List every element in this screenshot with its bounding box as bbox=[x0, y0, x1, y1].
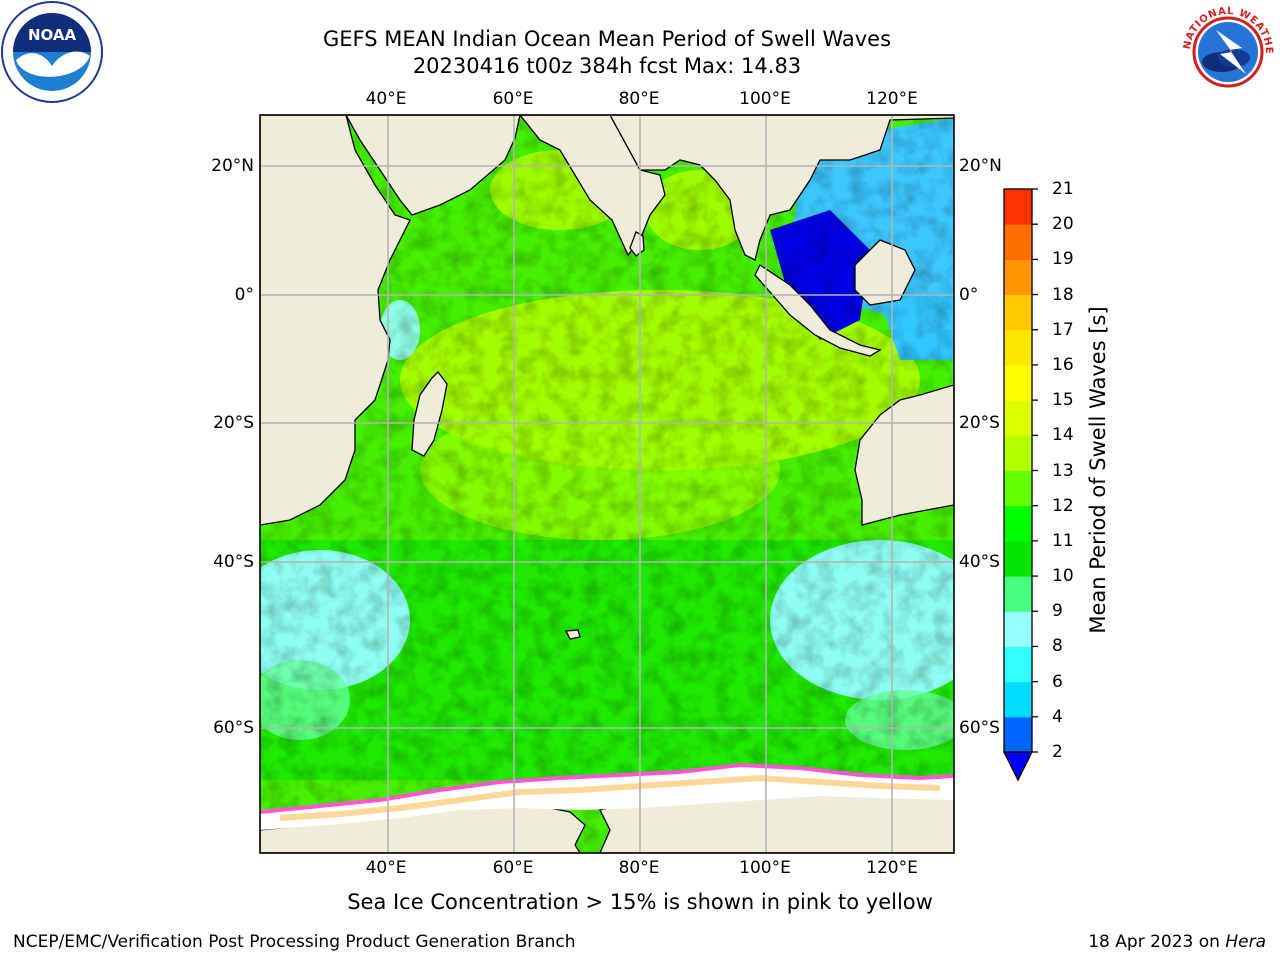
bottom-lon-label: 100°E bbox=[739, 858, 791, 878]
colorbar-tick-label: 12 bbox=[1052, 495, 1074, 516]
australia bbox=[854, 384, 954, 526]
colorbar-band bbox=[1004, 259, 1032, 296]
colorbar-band bbox=[1004, 576, 1032, 612]
right-lat-label: 40°S bbox=[959, 552, 1000, 572]
madagascar bbox=[411, 371, 448, 457]
colorbar-band bbox=[1004, 646, 1032, 683]
top-lon-label: 40°E bbox=[365, 89, 407, 109]
footer-host: Hera bbox=[1225, 932, 1266, 952]
colorbar-band bbox=[1004, 611, 1032, 647]
right-lat-label: 20°N bbox=[959, 156, 1002, 176]
colorbar-band bbox=[1004, 681, 1032, 718]
colorbar-tick-label: 14 bbox=[1052, 425, 1074, 446]
map-frame bbox=[259, 114, 955, 854]
chart-title: GEFS MEAN Indian Ocean Mean Period of Sw… bbox=[322, 27, 892, 51]
colorbar-band bbox=[1004, 294, 1032, 331]
colorbar-band bbox=[1004, 435, 1032, 471]
bottom-lon-label: 120°E bbox=[866, 858, 918, 878]
colorbar-band bbox=[1004, 224, 1032, 260]
noaa-logo-text: NOAA bbox=[28, 26, 77, 44]
colorbar-tick-label: 8 bbox=[1052, 636, 1063, 657]
borneo bbox=[854, 239, 916, 306]
sumatra-java bbox=[754, 264, 882, 357]
footer-date-text: 18 Apr 2023 on bbox=[1088, 932, 1226, 952]
colorbar-tick-label: 18 bbox=[1052, 284, 1074, 305]
ice-yellow-band bbox=[279, 774, 941, 821]
left-lat-label: 40°S bbox=[213, 552, 254, 572]
right-lat-label: 60°S bbox=[959, 718, 1000, 738]
colorbar-tick-label: 9 bbox=[1052, 601, 1063, 622]
bottom-lon-label: 80°E bbox=[618, 858, 660, 878]
colorbar-band bbox=[1004, 540, 1032, 577]
colorbar-tick-label: 20 bbox=[1052, 214, 1074, 235]
colorbar-tick-label: 16 bbox=[1052, 354, 1074, 375]
colorbar-bands bbox=[1004, 189, 1032, 753]
colorbar-tick-label: 10 bbox=[1052, 566, 1074, 587]
right-lat-label: 0° bbox=[959, 285, 979, 305]
ice-edge bbox=[260, 762, 954, 814]
colorbar-tick-label: 13 bbox=[1052, 460, 1074, 481]
top-lon-label: 100°E bbox=[739, 89, 791, 109]
left-lat-label: 20°N bbox=[211, 156, 254, 176]
colorbar-tick-label: 17 bbox=[1052, 319, 1074, 340]
colorbar-tick-label: 15 bbox=[1052, 390, 1074, 411]
colorbar-underflow-triangle bbox=[1002, 751, 1034, 782]
colorbar-band bbox=[1004, 470, 1032, 507]
map-field bbox=[260, 115, 954, 853]
top-lon-label: 120°E bbox=[866, 89, 918, 109]
colorbar-tick-label: 11 bbox=[1052, 530, 1074, 551]
sea-ice-note: Sea Ice Concentration > 15% is shown in … bbox=[347, 890, 933, 914]
colorbar-band bbox=[1004, 189, 1032, 225]
arabian-peninsula bbox=[260, 115, 521, 216]
noaa-logo: NOAA bbox=[1, 1, 103, 103]
nws-logo: NATIONAL WEATHER SERVICE bbox=[1176, 0, 1278, 102]
colorbar-tick-label: 19 bbox=[1052, 249, 1074, 270]
colorbar-band bbox=[1004, 364, 1032, 401]
kerguelen-island bbox=[564, 629, 581, 640]
graticule bbox=[260, 115, 954, 853]
colorbar-tick-label: 2 bbox=[1052, 742, 1063, 762]
top-lon-label: 60°E bbox=[492, 89, 534, 109]
colorbar-tick-label: 4 bbox=[1052, 706, 1063, 727]
sea-ice-band bbox=[260, 762, 954, 830]
colorbar-ticks bbox=[1032, 188, 1038, 753]
colorbar-title: Mean Period of Swell Waves [s] bbox=[1086, 306, 1110, 634]
colorbar-band bbox=[1004, 329, 1032, 366]
left-lat-label: 0° bbox=[234, 285, 254, 305]
colorbar-tick-label: 6 bbox=[1052, 671, 1063, 692]
left-lat-label: 60°S bbox=[213, 718, 254, 738]
chart-subtitle: 20230416 t00z 384h fcst Max: 14.83 bbox=[412, 54, 802, 78]
footer-date: 18 Apr 2023 on Hera bbox=[1088, 932, 1266, 952]
footer-credit: NCEP/EMC/Verification Post Processing Pr… bbox=[13, 932, 576, 952]
top-lon-label: 80°E bbox=[618, 89, 660, 109]
colorbar-band bbox=[1004, 716, 1032, 753]
colorbar-band bbox=[1004, 505, 1032, 542]
southeast-asia bbox=[609, 115, 954, 261]
colorbar-tick-label: 21 bbox=[1052, 179, 1074, 199]
right-lat-label: 20°S bbox=[959, 413, 1000, 433]
bottom-lon-label: 60°E bbox=[492, 858, 534, 878]
bottom-lon-label: 40°E bbox=[365, 858, 407, 878]
left-lat-label: 20°S bbox=[213, 413, 254, 433]
colorbar-band bbox=[1004, 400, 1032, 436]
